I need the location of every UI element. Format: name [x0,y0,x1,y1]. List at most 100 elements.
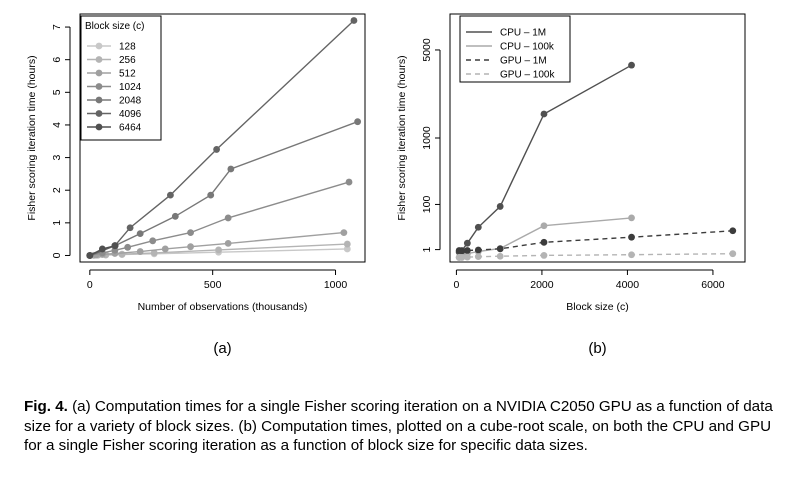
series-6 [86,242,119,259]
x-tick-label: 4000 [616,279,640,291]
legend-entry: CPU – 1M [500,28,546,39]
data-point [540,252,548,259]
caption-text: (a) Computation times for a single Fishe… [24,398,773,454]
legend-swatch-point [95,69,103,77]
legend-entry: 512 [119,69,136,80]
legend-entry: 4096 [119,109,142,120]
data-point [207,191,215,199]
data-point [458,254,466,261]
legend-frame [80,15,162,141]
data-point [124,243,132,251]
legend-entry: 6464 [119,123,142,134]
data-point [458,247,466,255]
data-point [540,222,548,230]
x-tick-label: 1000 [324,279,348,291]
x-axis-label: Number of observations (thousands) [138,301,308,313]
data-point [227,165,235,173]
legend-swatch-point [95,42,103,50]
legend-entry: 1024 [119,82,142,93]
legend-frame [459,15,571,83]
y-tick-label: 3 [51,155,63,161]
y-tick-label: 2 [51,187,63,193]
panel-label: (a) [213,340,231,357]
y-tick-label: 5000 [421,38,433,62]
data-point [729,250,737,258]
plot-frame [449,13,746,263]
data-point [150,249,158,257]
legend-entry: GPU – 100k [500,70,555,81]
data-point [224,240,232,247]
y-tick-label: 1 [51,220,63,226]
data-point [463,253,471,261]
data-point [340,229,348,237]
data-point [628,251,635,259]
data-point [496,203,504,210]
data-point [86,252,94,259]
legend-swatch-point [95,83,103,90]
legend-swatch-point [95,56,103,63]
y-tick-label: 6 [51,57,63,63]
series-2 [455,227,737,255]
data-point [149,237,157,245]
data-point [474,223,482,231]
chart-b: 0 2000 4000 6000 1 100 1000 5000 Block size (c) F… [396,13,746,357]
legend-swatch-point [95,96,103,104]
data-point [729,227,737,235]
data-point [463,247,471,254]
y-tick-label: 7 [51,24,63,30]
data-point [540,110,548,118]
data-point [343,240,351,248]
data-point [343,245,351,253]
data-point [540,238,548,246]
data-point [350,17,358,24]
x-tick-label: 0 [87,279,93,291]
y-tick-label: 0 [51,252,63,258]
legend-a: Block size (c) 128 256 512 1024 2048 4096 6464 [80,15,162,141]
legend-swatch-point [95,110,103,117]
y-tick-label: 100 [421,196,433,214]
data-point [628,214,635,222]
data-point [496,252,504,260]
plot-frame [79,13,366,263]
data-point [126,224,134,232]
y-tick-label: 1000 [421,126,433,150]
legend-title: Block size (c) [85,21,144,32]
data-point [354,118,362,126]
y-axis-label: Fisher scoring iteration time (hours) [26,55,38,220]
y-tick-label: 5 [51,89,63,95]
data-point [187,229,194,237]
x-tick-label: 0 [453,279,459,291]
legend-entry: CPU – 100k [500,42,555,53]
legend-entry: 2048 [119,96,142,107]
y-tick-label: 1 [421,247,433,253]
y-axis-label: Fisher scoring iteration time (hours) [396,55,408,220]
x-axis-label: Block size (c) [566,301,628,313]
legend-entry: 128 [119,42,136,53]
figure-caption: Fig. 4. (a) Computation times for a sing… [24,397,776,456]
series-3 [455,250,737,261]
data-point [474,253,482,261]
chart-a: 0 500 1000 0 1 2 3 4 5 6 7 Number of observations (… [26,13,366,357]
data-point [161,245,169,253]
data-point [224,214,232,222]
data-point [171,212,179,220]
data-point [474,246,482,254]
data-point [167,191,174,199]
data-point [187,243,194,251]
legend-entry: 256 [119,55,136,66]
data-point [463,239,471,247]
data-point [98,245,106,253]
data-point [136,230,144,238]
x-tick-label: 6000 [701,279,725,291]
caption-label: Fig. 4. [24,398,68,415]
legend-b: CPU – 1M CPU – 100k GPU – 1M GPU – 100k [459,15,571,83]
data-point [136,248,144,255]
data-point [628,61,635,69]
data-point [496,245,504,253]
legend-swatch-point [95,123,103,131]
data-point [215,246,222,254]
legend-entry: GPU – 1M [500,56,547,67]
data-point [345,178,353,186]
x-tick-label: 500 [204,279,222,291]
x-tick-label: 2000 [530,279,554,291]
